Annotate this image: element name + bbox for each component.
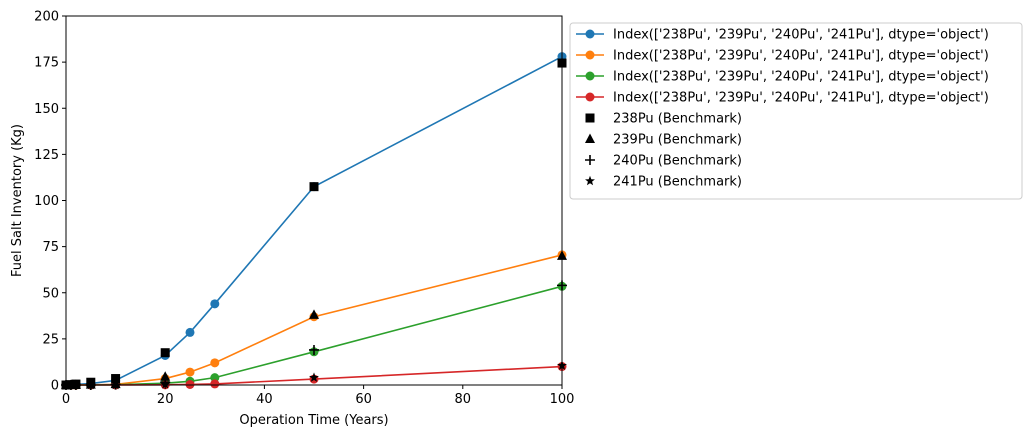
series-point bbox=[210, 379, 220, 389]
x-tick-label: 20 bbox=[157, 392, 174, 407]
legend-entry: 240Pu (Benchmark) bbox=[585, 154, 742, 169]
legend-marker bbox=[585, 113, 595, 123]
benchmark-point bbox=[309, 309, 319, 319]
legend-label: Index(['238Pu', '239Pu', '240Pu', '241Pu… bbox=[613, 49, 989, 64]
series-1 bbox=[61, 52, 567, 390]
legend-entry: 238Pu (Benchmark) bbox=[585, 112, 742, 127]
y-tick-label: 175 bbox=[34, 56, 59, 71]
y-axis-label: Fuel Salt Inventory (Kg) bbox=[10, 124, 25, 277]
y-tick-label: 125 bbox=[34, 148, 59, 163]
legend-entry: Index(['238Pu', '239Pu', '240Pu', '241Pu… bbox=[576, 28, 989, 43]
x-axis-label: Operation Time (Years) bbox=[239, 413, 388, 428]
benchmark-point bbox=[309, 372, 319, 382]
series-point bbox=[185, 327, 195, 337]
series-point bbox=[210, 299, 220, 309]
legend-entry: 239Pu (Benchmark) bbox=[585, 133, 742, 148]
x-tick-label: 80 bbox=[455, 392, 472, 407]
y-tick-label: 50 bbox=[42, 286, 59, 301]
legend-entry: Index(['238Pu', '239Pu', '240Pu', '241Pu… bbox=[576, 91, 989, 106]
x-tick-label: 100 bbox=[550, 392, 575, 407]
y-tick-label: 200 bbox=[34, 10, 59, 25]
y-tick-label: 150 bbox=[34, 102, 59, 117]
legend-entry: Index(['238Pu', '239Pu', '240Pu', '241Pu… bbox=[576, 49, 989, 64]
legend-label: Index(['238Pu', '239Pu', '240Pu', '241Pu… bbox=[613, 28, 989, 43]
legend-marker bbox=[585, 71, 595, 81]
y-tick-label: 25 bbox=[42, 332, 59, 347]
benchmark-point bbox=[309, 182, 319, 192]
legend-label: 238Pu (Benchmark) bbox=[613, 112, 742, 127]
legend-marker bbox=[585, 29, 595, 39]
benchmark-point bbox=[160, 371, 171, 381]
x-tick-label: 0 bbox=[62, 392, 70, 407]
benchmark-point bbox=[160, 379, 171, 389]
series-point bbox=[185, 379, 195, 389]
legend: Index(['238Pu', '239Pu', '240Pu', '241Pu… bbox=[569, 22, 1023, 200]
legend-marker bbox=[585, 133, 595, 143]
series-point bbox=[210, 373, 220, 383]
legend-label: 239Pu (Benchmark) bbox=[613, 133, 742, 148]
legend-marker bbox=[585, 92, 595, 102]
series-point bbox=[210, 358, 220, 368]
y-tick-label: 75 bbox=[42, 240, 59, 255]
axis-ticks: 0 20 40 60 80 100 0 25 50 75 100 125 150 175 200 bbox=[34, 10, 574, 408]
series-point bbox=[185, 367, 195, 377]
benchmark-point bbox=[309, 344, 319, 355]
benchmark-1 bbox=[61, 58, 567, 390]
legend-label: Index(['238Pu', '239Pu', '240Pu', '241Pu… bbox=[613, 91, 989, 106]
legend-marker bbox=[585, 50, 595, 60]
legend-frame bbox=[569, 22, 1023, 200]
legend-entry: Index(['238Pu', '239Pu', '240Pu', '241Pu… bbox=[576, 70, 989, 85]
benchmark-point bbox=[160, 348, 170, 358]
legend-marker bbox=[585, 175, 595, 186]
legend-entry: 241Pu (Benchmark) bbox=[585, 175, 742, 190]
y-tick-label: 0 bbox=[51, 379, 59, 394]
legend-label: Index(['238Pu', '239Pu', '240Pu', '241Pu… bbox=[613, 70, 989, 85]
x-tick-label: 40 bbox=[256, 392, 273, 407]
x-tick-label: 60 bbox=[355, 392, 372, 407]
legend-marker bbox=[585, 155, 595, 165]
benchmark-point bbox=[111, 374, 121, 384]
legend-label: 240Pu (Benchmark) bbox=[613, 154, 742, 169]
y-tick-label: 100 bbox=[34, 194, 59, 209]
legend-label: 241Pu (Benchmark) bbox=[613, 175, 742, 190]
series-line bbox=[65, 55, 563, 386]
plot-frame bbox=[65, 15, 563, 386]
plot-marks bbox=[61, 52, 567, 390]
